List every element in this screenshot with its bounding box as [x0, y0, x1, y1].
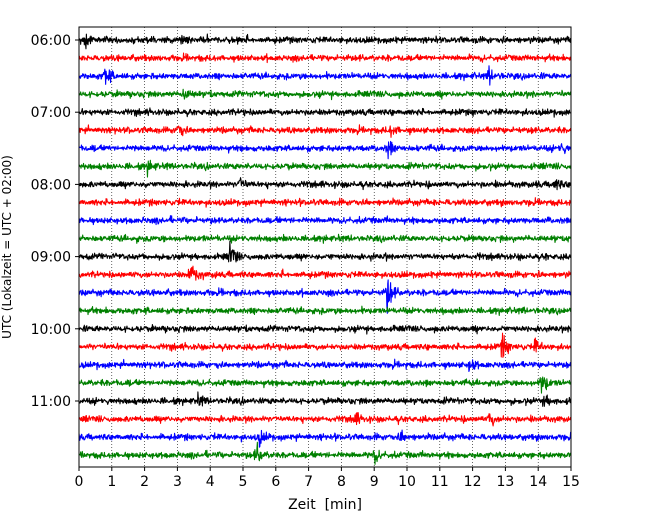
y-axis-ticks: 06:00 07:00 08:00 09:00 10:00 11:00 [31, 33, 79, 410]
trace-row-2 [79, 65, 571, 86]
y-axis-label: UTC (Lokalzeit = UTC + 02:00) [0, 155, 14, 339]
x-tick-label: 7 [304, 474, 313, 490]
trace-row-15 [79, 305, 571, 316]
trace-row-10 [79, 215, 571, 226]
y-tick-label: 11:00 [31, 394, 71, 410]
y-tick-label: 10:00 [31, 322, 71, 338]
trace-row-8 [79, 177, 571, 191]
trace-row-23 [79, 441, 571, 465]
plot-frame [78, 26, 572, 468]
x-tick-label: 2 [140, 474, 149, 490]
seismic-traces [79, 33, 571, 465]
x-axis-label: Zeit [min] [288, 497, 362, 513]
x-tick-label: 8 [337, 474, 346, 490]
x-tick-label: 11 [431, 474, 449, 490]
trace-row-1 [79, 52, 571, 64]
y-tick-label: 08:00 [31, 177, 71, 193]
trace-row-19 [79, 376, 571, 394]
x-tick-label: 4 [206, 474, 215, 490]
trace-row-18 [79, 358, 571, 373]
trace-row-20 [79, 391, 571, 407]
x-tick-label: 3 [173, 474, 182, 490]
x-tick-label: 15 [562, 474, 580, 490]
trace-row-12 [79, 240, 571, 263]
y-tick-label: 06:00 [31, 33, 71, 49]
trace-row-0 [79, 33, 571, 50]
y-tick-label: 09:00 [31, 250, 71, 266]
x-axis-ticks: 0 1 2 3 4 5 6 7 8 9 10 11 12 13 14 15 [75, 467, 580, 490]
trace-row-13 [79, 265, 571, 281]
x-tick-label: 14 [529, 474, 547, 490]
trace-row-22 [79, 429, 571, 448]
trace-row-7 [79, 159, 571, 178]
x-tick-label: 9 [370, 474, 379, 490]
x-tick-label: 12 [464, 474, 482, 490]
trace-row-3 [79, 88, 571, 101]
x-tick-label: 1 [107, 474, 116, 490]
y-tick-label: 07:00 [31, 105, 71, 121]
trace-row-9 [79, 197, 571, 208]
trace-row-11 [79, 233, 571, 244]
x-tick-label: 6 [271, 474, 280, 490]
trace-row-4 [79, 107, 571, 118]
x-tick-label: 10 [398, 474, 416, 490]
vertical-gridlines [111, 27, 539, 467]
x-tick-label: 13 [496, 474, 514, 490]
trace-row-16 [79, 323, 571, 335]
x-tick-label: 5 [239, 474, 248, 490]
trace-row-14 [79, 279, 571, 314]
trace-row-17 [79, 332, 571, 358]
trace-row-21 [79, 411, 571, 427]
trace-row-6 [79, 140, 571, 160]
trace-row-5 [79, 124, 571, 138]
x-tick-label: 0 [75, 474, 84, 490]
